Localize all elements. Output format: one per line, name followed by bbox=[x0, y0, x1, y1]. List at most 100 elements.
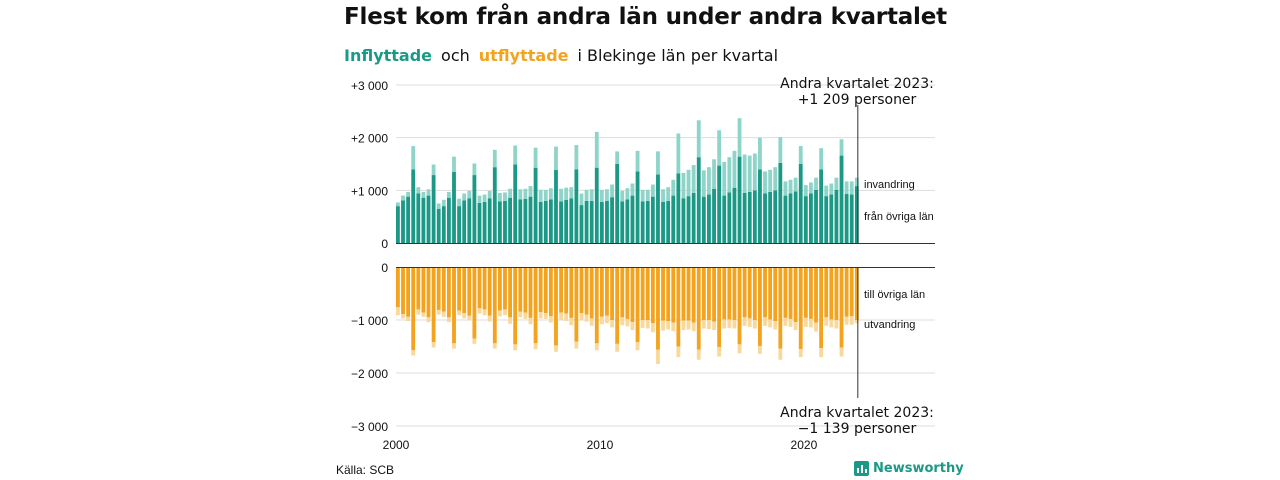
bar-utvandring bbox=[533, 343, 538, 350]
bar-fran-ovriga-lan bbox=[518, 199, 523, 243]
bar-till-ovriga-lan bbox=[747, 267, 752, 319]
bar-fran-ovriga-lan bbox=[406, 196, 411, 243]
bar-invandring bbox=[809, 182, 813, 194]
bar-fran-ovriga-lan bbox=[656, 174, 660, 243]
bar-invandring bbox=[482, 194, 487, 202]
bar-utvandring bbox=[528, 317, 533, 325]
bar-till-ovriga-lan bbox=[518, 267, 523, 312]
bar-utvandring bbox=[523, 312, 528, 319]
bar-utvandring bbox=[691, 322, 696, 332]
bar-till-ovriga-lan bbox=[599, 267, 604, 317]
bar-till-ovriga-lan bbox=[701, 267, 706, 320]
bar-fran-ovriga-lan bbox=[645, 200, 650, 243]
bar-till-ovriga-lan bbox=[569, 267, 574, 318]
bar-till-ovriga-lan bbox=[396, 267, 400, 308]
bar-utvandring bbox=[472, 338, 477, 344]
bar-utvandring bbox=[742, 317, 747, 326]
bar-invandring bbox=[661, 189, 665, 202]
subtitle-inflyttade: Inflyttade bbox=[344, 46, 433, 65]
bar-utvandring bbox=[441, 311, 446, 317]
bar-invandring bbox=[605, 189, 609, 201]
bar-till-ovriga-lan bbox=[854, 267, 859, 320]
y-tick-label: −2 000 bbox=[351, 367, 388, 381]
bar-utvandring bbox=[747, 318, 752, 327]
bar-fran-ovriga-lan bbox=[752, 190, 757, 243]
bar-utvandring bbox=[834, 320, 839, 329]
bar-utvandring bbox=[594, 343, 599, 351]
bar-invandring bbox=[543, 189, 548, 201]
bar-utvandring bbox=[492, 343, 497, 349]
bar-till-ovriga-lan bbox=[416, 267, 421, 310]
bar-invandring bbox=[492, 149, 497, 168]
bar-till-ovriga-lan bbox=[788, 267, 793, 319]
bar-till-ovriga-lan bbox=[472, 267, 477, 339]
bar-utvandring bbox=[645, 320, 650, 329]
subtitle-utflyttade: utflyttade bbox=[478, 46, 569, 65]
bar-invandring bbox=[533, 147, 538, 168]
bar-fran-ovriga-lan bbox=[441, 206, 446, 243]
source-note: Källa: SCB bbox=[336, 463, 395, 477]
bar-invandring bbox=[763, 171, 767, 194]
bar-invandring bbox=[844, 181, 849, 195]
bar-invandring bbox=[472, 163, 477, 176]
bar-utvandring bbox=[844, 316, 849, 325]
bar-till-ovriga-lan bbox=[503, 267, 507, 310]
bar-till-ovriga-lan bbox=[752, 267, 757, 320]
bar-till-ovriga-lan bbox=[487, 267, 492, 316]
bar-utvandring bbox=[610, 320, 614, 328]
bar-fran-ovriga-lan bbox=[396, 206, 400, 243]
bar-till-ovriga-lan bbox=[548, 267, 553, 317]
bar-fran-ovriga-lan bbox=[829, 194, 834, 243]
bar-fran-ovriga-lan bbox=[594, 167, 599, 243]
bar-till-ovriga-lan bbox=[768, 267, 773, 320]
bar-till-ovriga-lan bbox=[457, 267, 462, 311]
annotation-top-line2: +1 209 personer bbox=[798, 92, 917, 108]
bar-till-ovriga-lan bbox=[564, 267, 569, 314]
bar-fran-ovriga-lan bbox=[589, 200, 594, 243]
bar-invandring bbox=[707, 167, 711, 195]
bar-invandring bbox=[686, 169, 691, 197]
bar-fran-ovriga-lan bbox=[681, 198, 686, 243]
y-tick-label: +3 000 bbox=[351, 79, 388, 93]
bar-invandring bbox=[599, 189, 604, 202]
bar-invandring bbox=[462, 193, 467, 201]
bar-utvandring bbox=[406, 316, 411, 322]
bar-fran-ovriga-lan bbox=[620, 201, 625, 243]
series-label-till-ovriga-lan: till övriga län bbox=[864, 289, 925, 301]
bar-invandring bbox=[824, 185, 829, 197]
bars bbox=[396, 118, 859, 364]
bar-till-ovriga-lan bbox=[645, 267, 650, 320]
bar-utvandring bbox=[431, 342, 436, 348]
bar-invandring bbox=[666, 187, 671, 201]
bar-utvandring bbox=[554, 345, 558, 352]
bar-utvandring bbox=[671, 322, 676, 332]
bar-invandring bbox=[564, 187, 569, 200]
subtitle-och: och bbox=[441, 46, 470, 65]
bar-utvandring bbox=[584, 314, 589, 322]
bar-fran-ovriga-lan bbox=[559, 201, 563, 243]
bar-invandring bbox=[722, 161, 727, 196]
bar-utvandring bbox=[676, 346, 681, 358]
bar-till-ovriga-lan bbox=[538, 267, 543, 313]
bar-fran-ovriga-lan bbox=[554, 169, 558, 243]
bar-invandring bbox=[538, 189, 543, 202]
bar-utvandring bbox=[824, 317, 829, 326]
bar-till-ovriga-lan bbox=[676, 267, 681, 347]
bar-fran-ovriga-lan bbox=[416, 193, 421, 243]
bar-utvandring bbox=[788, 318, 793, 327]
bar-fran-ovriga-lan bbox=[819, 169, 824, 243]
bar-invandring bbox=[635, 150, 640, 172]
bar-fran-ovriga-lan bbox=[599, 201, 604, 243]
bar-till-ovriga-lan bbox=[839, 267, 844, 348]
bar-fran-ovriga-lan bbox=[803, 196, 808, 243]
bar-fran-ovriga-lan bbox=[809, 193, 813, 243]
bar-till-ovriga-lan bbox=[436, 267, 441, 310]
bar-till-ovriga-lan bbox=[620, 267, 625, 318]
bar-till-ovriga-lan bbox=[441, 267, 446, 312]
bar-fran-ovriga-lan bbox=[844, 194, 849, 243]
bar-fran-ovriga-lan bbox=[457, 206, 462, 243]
bar-utvandring bbox=[513, 344, 518, 351]
bar-invandring bbox=[411, 146, 416, 170]
bar-till-ovriga-lan bbox=[615, 267, 620, 344]
bar-fran-ovriga-lan bbox=[446, 197, 451, 243]
